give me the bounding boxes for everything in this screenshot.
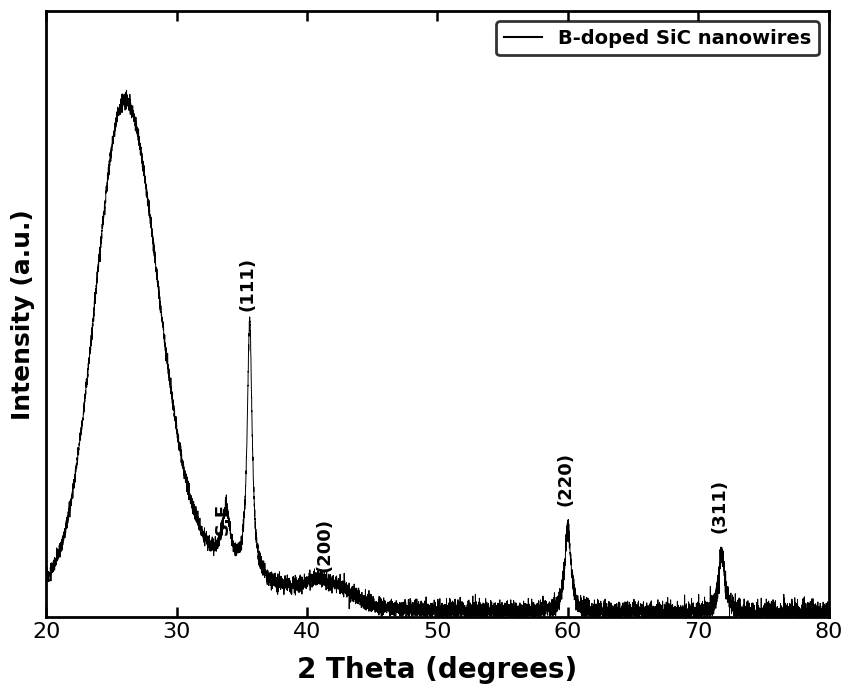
Text: (311): (311) xyxy=(710,479,728,533)
Text: S.F.: S.F. xyxy=(213,499,231,535)
Legend: B-doped SiC nanowires: B-doped SiC nanowires xyxy=(495,21,818,56)
Text: (200): (200) xyxy=(315,518,333,573)
Y-axis label: Intensity (a.u.): Intensity (a.u.) xyxy=(11,208,35,420)
X-axis label: 2 Theta (degrees): 2 Theta (degrees) xyxy=(297,656,577,684)
Text: (220): (220) xyxy=(555,452,573,507)
Text: (111): (111) xyxy=(238,257,256,311)
